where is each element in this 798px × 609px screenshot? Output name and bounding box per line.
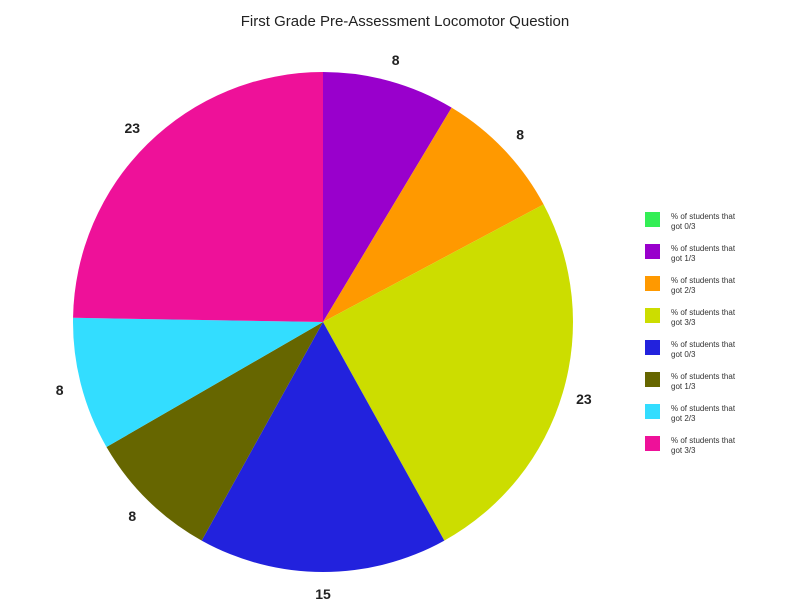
pie-slice-3 (323, 204, 574, 541)
legend-label-5: % of students that got 1/3 (671, 372, 736, 391)
chart-title: First Grade Pre-Assessment Locomotor Que… (241, 13, 569, 30)
legend-swatch-7 (645, 436, 660, 451)
pie-slice-5 (106, 322, 324, 541)
data-label-6: 8 (56, 382, 64, 398)
legend-swatch-2 (645, 276, 660, 291)
pie-slice-2 (323, 107, 544, 322)
legend-label-3: % of students that got 3/3 (671, 308, 736, 327)
legend-swatch-5 (645, 372, 660, 387)
legend-label-4: % of students that got 0/3 (671, 340, 736, 359)
legend-label-7: % of students that got 3/3 (671, 436, 736, 455)
data-label-7: 23 (125, 120, 141, 136)
legend-swatch-3 (645, 308, 660, 323)
legend: % of students that got 0/3 % of students t… (645, 212, 736, 455)
data-label-5: 8 (128, 508, 136, 524)
data-label-2: 8 (516, 127, 524, 143)
legend-swatch-1 (645, 244, 660, 259)
legend-label-1: % of students that got 1/3 (671, 244, 736, 263)
data-label-1: 8 (392, 52, 400, 68)
pie-slice-1 (323, 72, 452, 322)
pie-slice-4 (201, 322, 445, 573)
data-label-3: 23 (576, 391, 592, 407)
legend-swatch-6 (645, 404, 660, 419)
data-labels: 8 8 23 15 8 8 23 (56, 52, 592, 602)
pie-slice-7 (73, 72, 323, 322)
pie-slices (73, 72, 574, 573)
pie-slice-6 (73, 317, 323, 447)
legend-swatch-0 (645, 212, 660, 227)
data-label-4: 15 (315, 586, 331, 602)
legend-label-2: % of students that got 2/3 (671, 276, 736, 295)
legend-label-6: % of students that got 2/3 (671, 404, 736, 423)
legend-label-0: % of students that got 0/3 (671, 212, 736, 231)
legend-swatch-4 (645, 340, 660, 355)
